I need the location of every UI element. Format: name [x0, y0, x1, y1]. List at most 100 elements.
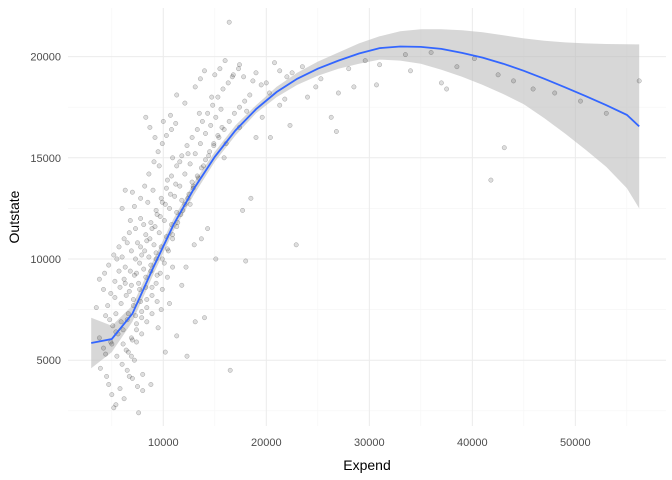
scatter-point	[136, 280, 142, 286]
scatter-point	[149, 284, 155, 290]
y-tick-label: 5000	[37, 355, 61, 367]
scatter-point	[217, 66, 223, 72]
scatter-point	[146, 171, 152, 177]
scatter-point	[122, 280, 128, 286]
y-tick-label: 10000	[30, 254, 61, 266]
scatter-point	[192, 84, 198, 90]
scatter-point	[215, 133, 221, 138]
scatter-point	[253, 135, 259, 140]
scatter-point	[113, 311, 119, 317]
scatter-point	[147, 236, 153, 242]
scatter-point	[170, 264, 176, 270]
scatter-point	[113, 402, 119, 408]
scatter-point	[128, 335, 134, 341]
scatter-point	[351, 84, 357, 90]
scatter-point	[155, 149, 161, 155]
scatter-point	[174, 209, 180, 215]
scatter-point	[126, 288, 132, 294]
scatter-point	[128, 282, 134, 288]
scatter-point	[106, 262, 112, 268]
y-axis-title: Outstate	[6, 190, 22, 243]
scatter-point	[138, 244, 144, 250]
scatter-point	[117, 284, 123, 290]
scatter-point	[120, 341, 126, 347]
scatter-point	[173, 181, 179, 187]
scatter-point	[170, 236, 176, 242]
scatter-point	[495, 72, 501, 78]
scatter-point	[207, 149, 213, 155]
scatter-point	[240, 207, 246, 213]
scatter-point	[130, 297, 136, 302]
scatter-point	[362, 58, 368, 64]
scatter-point	[231, 110, 237, 116]
scatter-point	[111, 405, 117, 411]
scatter-point	[122, 264, 128, 270]
scatter-point	[116, 268, 122, 274]
scatter-point	[108, 290, 114, 296]
scatter-point	[226, 19, 232, 25]
scatter-point	[552, 90, 558, 96]
scatter-point	[318, 76, 324, 82]
scatter-point	[106, 382, 112, 387]
scatter-point	[127, 218, 133, 223]
scatter-point	[174, 163, 180, 169]
scatter-point	[153, 280, 159, 286]
scatter-point	[282, 96, 288, 102]
scatter-point	[104, 373, 110, 379]
scatter-point	[229, 74, 235, 80]
scatter-point	[191, 242, 197, 248]
scatter-point	[164, 177, 170, 183]
scatter-point	[177, 159, 183, 165]
scatter-point	[148, 262, 154, 268]
scatter-point	[202, 315, 207, 321]
scatter-point	[119, 254, 125, 260]
scatter-point	[220, 86, 226, 92]
scatter-point	[511, 78, 516, 84]
scatter-point	[168, 191, 173, 197]
scatter-point	[205, 226, 211, 232]
scatter-point	[174, 92, 180, 98]
scatter-point	[125, 349, 131, 355]
scatter-point	[111, 252, 117, 258]
scatter-point	[156, 163, 162, 169]
scatter-point	[127, 268, 133, 274]
scatter-point	[277, 102, 283, 108]
x-tick-label: 50000	[560, 437, 591, 449]
scatter-point	[194, 127, 200, 132]
scatter-point	[97, 365, 103, 371]
scatter-point	[244, 108, 250, 114]
scatter-point	[167, 205, 172, 211]
scatter-point	[133, 313, 138, 319]
scatter-point	[154, 272, 160, 278]
scatter-point	[402, 52, 408, 58]
scatter-point	[206, 153, 212, 159]
scatter-point	[119, 205, 125, 211]
scatter-point	[172, 193, 178, 199]
scatter-point	[152, 224, 158, 230]
scatter-point	[137, 286, 143, 292]
scatter-point	[102, 270, 108, 276]
scatter-point	[151, 159, 157, 165]
scatter-point	[128, 248, 134, 254]
scatter-point	[152, 135, 158, 140]
scatter-point	[444, 86, 450, 92]
scatter-point	[145, 199, 151, 205]
scatter-point	[131, 203, 137, 209]
scatter-point	[114, 353, 120, 359]
scatter-point	[158, 307, 164, 313]
x-tick-label: 20000	[251, 437, 282, 449]
scatter-point	[305, 94, 310, 100]
scatter-point	[139, 331, 145, 337]
scatter-point	[185, 151, 191, 157]
scatter-point	[259, 114, 265, 120]
scatter-point	[140, 371, 146, 377]
scatter-point	[221, 127, 227, 132]
scatter-point	[146, 254, 152, 260]
smooth-trend-line	[91, 45, 640, 344]
scatter-point	[116, 244, 122, 250]
scatter-point	[135, 384, 140, 389]
scatter-point	[167, 301, 172, 306]
scatter-point	[110, 323, 116, 329]
scatter-point	[179, 282, 185, 288]
scatter-point	[149, 311, 155, 317]
